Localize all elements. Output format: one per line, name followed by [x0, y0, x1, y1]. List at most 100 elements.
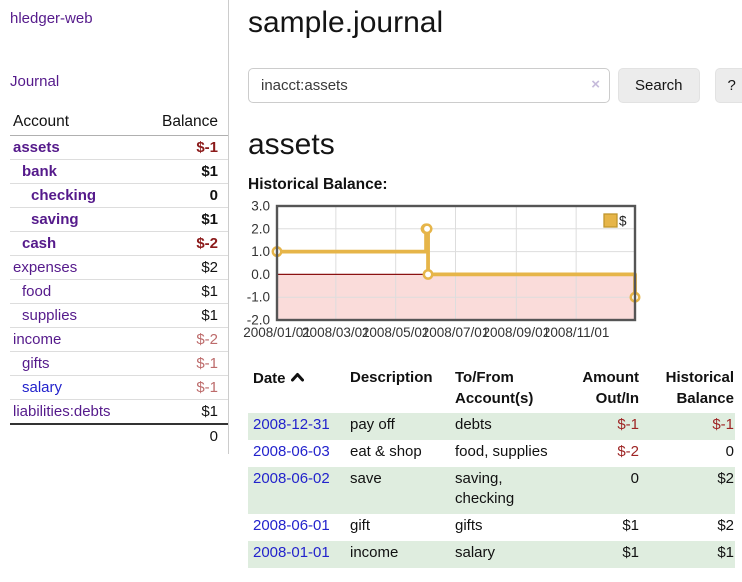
- account-row: cash $-2: [10, 231, 228, 256]
- account-row: liabilities:debts $1: [10, 399, 228, 425]
- transaction-accounts: food, supplies: [455, 443, 548, 460]
- account-balance: $-1: [139, 375, 228, 400]
- account-balance: $2: [139, 255, 228, 280]
- register-row: 2008-06-02 save saving, checking 0 $2: [248, 467, 735, 514]
- account-link[interactable]: liabilities:debts: [13, 403, 111, 420]
- search-input[interactable]: [248, 68, 610, 103]
- svg-text:3.0: 3.0: [251, 199, 270, 214]
- register-row: 2008-12-31 pay off debts $-1 $-1: [248, 413, 735, 440]
- svg-text:2008/11/01: 2008/11/01: [543, 325, 610, 340]
- legend-label: $: [619, 214, 627, 229]
- sort-ascending-icon: [290, 367, 304, 388]
- chart-title: Historical Balance:: [248, 176, 388, 193]
- search-input-wrap: ×: [248, 68, 610, 103]
- account-link[interactable]: bank: [22, 163, 58, 180]
- account-link[interactable]: supplies: [22, 307, 78, 324]
- total-spacer: [10, 423, 140, 448]
- account-balance: $1: [139, 279, 228, 304]
- accounts-table: Account Balance assets $-1 bank $1 checking 0…: [10, 111, 228, 448]
- account-row: assets $-1: [10, 135, 228, 160]
- account-link[interactable]: income: [13, 331, 62, 348]
- historical-balance-chart: 3.0 2.0 1.0 0.0 -1.0 -2.0 2008/01/01 2008/03/01…: [243, 199, 716, 344]
- register-tbody: 2008-12-31 pay off debts $-1 $-1 2008-06-03 ea…: [248, 413, 735, 568]
- balance-column-header-main: Historical Balance: [665, 369, 734, 407]
- transaction-date-link[interactable]: 2008-06-02: [253, 470, 330, 487]
- account-balance: $-2: [139, 327, 228, 352]
- account-balance: $-1: [139, 135, 228, 160]
- sidebar: hledger-web Journal Account Balance asse…: [0, 0, 229, 454]
- account-row: saving $1: [10, 207, 228, 232]
- transaction-amount: $-1: [617, 416, 639, 433]
- transaction-amount: 0: [630, 470, 639, 487]
- help-button[interactable]: ?: [714, 68, 742, 103]
- register-row: 2008-06-01 gift gifts $1 $2: [248, 514, 735, 541]
- svg-text:2008/03/01: 2008/03/01: [302, 325, 370, 340]
- account-link[interactable]: expenses: [13, 259, 78, 276]
- account-row: food $1: [10, 279, 228, 304]
- description-column-header: Description: [350, 369, 433, 386]
- page: hledger-web Journal Account Balance asse…: [0, 0, 742, 568]
- account-row: gifts $-1: [10, 351, 228, 376]
- account-link[interactable]: checking: [31, 187, 97, 204]
- transaction-accounts: saving, checking: [455, 470, 515, 507]
- svg-text:2008/09/01: 2008/09/01: [483, 325, 551, 340]
- search-button[interactable]: Search: [618, 68, 700, 103]
- account-row: salary $-1: [10, 375, 228, 400]
- account-heading: assets: [248, 128, 335, 161]
- app-title-link[interactable]: hledger-web: [10, 10, 93, 27]
- account-balance: $1: [139, 399, 228, 425]
- transaction-description: gift: [350, 517, 371, 534]
- transaction-description: eat & shop: [350, 443, 422, 460]
- transaction-amount: $-2: [617, 443, 639, 460]
- transaction-description: income: [350, 544, 399, 561]
- transaction-date-link[interactable]: 2008-06-01: [253, 517, 330, 534]
- transaction-balance: 0: [725, 443, 734, 460]
- date-column-header: Date: [248, 367, 345, 413]
- amount-column-header: Amount Out/In: [582, 369, 639, 407]
- account-link[interactable]: cash: [22, 235, 57, 252]
- transaction-accounts: salary: [455, 544, 496, 561]
- account-link[interactable]: assets: [13, 139, 60, 156]
- account-column-header: Account: [10, 111, 140, 136]
- accounts-total-row: 0: [10, 423, 228, 448]
- account-balance: $-2: [139, 231, 228, 256]
- register-table: Date Description To/From Account(s) Amou…: [248, 367, 735, 568]
- account-row: expenses $2: [10, 255, 228, 280]
- transaction-description: save: [350, 470, 382, 487]
- transaction-accounts: gifts: [455, 517, 483, 534]
- transaction-accounts: debts: [455, 416, 492, 433]
- account-balance: $-1: [139, 351, 228, 376]
- main-content: sample.journal × Search ? assets Histori…: [229, 0, 742, 568]
- accounts-total-balance: 0: [139, 423, 228, 448]
- svg-text:0.0: 0.0: [251, 267, 270, 282]
- svg-text:2008/05/01: 2008/05/01: [362, 325, 430, 340]
- account-row: income $-2: [10, 327, 228, 352]
- clear-search-icon[interactable]: ×: [591, 76, 600, 93]
- transaction-date-link[interactable]: 2008-01-01: [253, 544, 330, 561]
- register-header-row: Date Description To/From Account(s) Amou…: [248, 367, 735, 413]
- svg-text:2008/07/01: 2008/07/01: [422, 325, 490, 340]
- transaction-date-link[interactable]: 2008-12-31: [253, 416, 330, 433]
- account-link[interactable]: gifts: [22, 355, 50, 372]
- account-balance: $1: [139, 303, 228, 328]
- transaction-description: pay off: [350, 416, 395, 433]
- svg-text:2.0: 2.0: [251, 221, 270, 236]
- legend-swatch: [603, 213, 618, 228]
- svg-text:-2.0: -2.0: [247, 313, 270, 328]
- account-row: checking 0: [10, 183, 228, 208]
- register-row: 2008-01-01 income salary $1 $1: [248, 541, 735, 568]
- register-row: 2008-06-03 eat & shop food, supplies $-2 0: [248, 440, 735, 467]
- transaction-balance: $2: [717, 517, 734, 534]
- transaction-balance: $-1: [712, 416, 734, 433]
- transaction-date-link[interactable]: 2008-06-03: [253, 443, 330, 460]
- account-link[interactable]: salary: [22, 379, 63, 396]
- account-balance: $1: [139, 207, 228, 232]
- balance-chart-svg: 3.0 2.0 1.0 0.0 -1.0 -2.02008/01/012008/03/01…: [243, 199, 641, 340]
- transaction-balance: $1: [717, 544, 734, 561]
- sidebar-item-journal[interactable]: Journal: [10, 73, 60, 90]
- account-link[interactable]: saving: [31, 211, 79, 228]
- account-balance: 0: [139, 183, 228, 208]
- accounts-column-header: To/From Account(s): [455, 369, 534, 407]
- svg-text:2008/01/01: 2008/01/01: [243, 325, 311, 340]
- account-link[interactable]: food: [22, 283, 52, 300]
